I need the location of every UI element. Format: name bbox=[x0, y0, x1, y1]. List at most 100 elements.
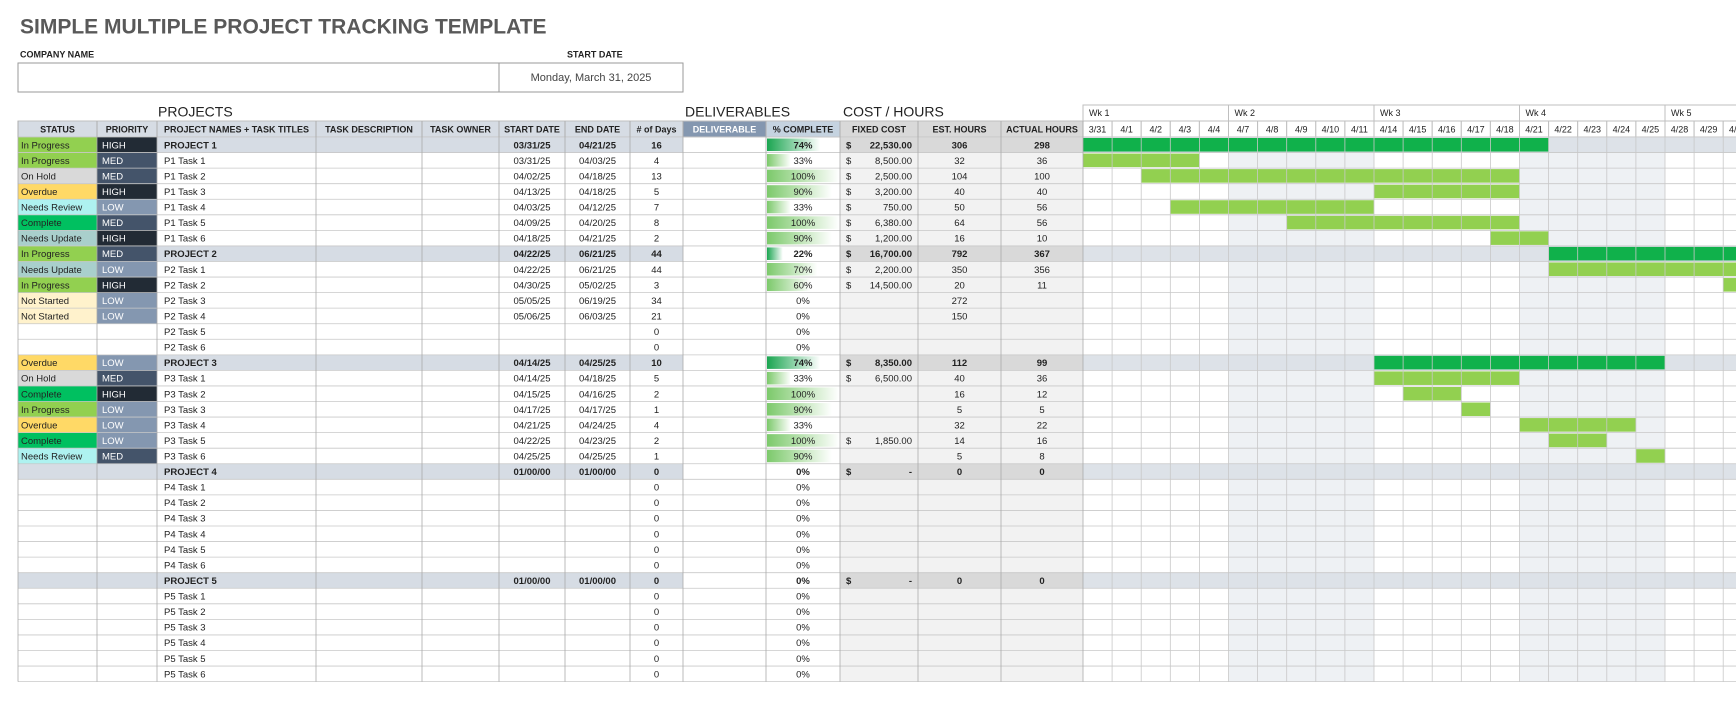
priority: LOW bbox=[102, 405, 124, 416]
gantt-bar bbox=[1635, 449, 1665, 463]
status: In Progress bbox=[21, 140, 70, 151]
days: 0 bbox=[654, 607, 659, 618]
fixed-cost: 6,380.00 bbox=[875, 218, 912, 229]
cost-area bbox=[840, 137, 1083, 682]
actual-hours: 100 bbox=[1034, 171, 1050, 182]
status-cell bbox=[18, 385, 97, 402]
complete: 0% bbox=[796, 343, 810, 354]
end-date: 04/20/25 bbox=[579, 218, 616, 229]
end-date: 06/19/25 bbox=[579, 296, 616, 307]
days: 1 bbox=[654, 451, 659, 462]
task-name: P3 Task 1 bbox=[164, 374, 206, 385]
priority-cell bbox=[97, 245, 157, 262]
column-header: END DATE bbox=[575, 124, 620, 134]
complete: 0% bbox=[796, 638, 810, 649]
est-hours: 350 bbox=[952, 265, 968, 276]
priority: MED bbox=[102, 249, 123, 260]
task-name: PROJECT 3 bbox=[164, 358, 217, 369]
currency: $ bbox=[846, 218, 852, 229]
est-hours: 112 bbox=[952, 358, 967, 369]
est-hours: 50 bbox=[954, 203, 965, 214]
days: 7 bbox=[654, 203, 659, 214]
currency: $ bbox=[846, 203, 852, 214]
start-date: 05/06/25 bbox=[514, 311, 551, 322]
complete-bar bbox=[767, 418, 791, 432]
est-hours: 5 bbox=[957, 405, 962, 416]
day-label: 4/10 bbox=[1322, 124, 1340, 134]
priority: HIGH bbox=[102, 234, 126, 245]
complete: 100% bbox=[791, 218, 816, 229]
start-date: 04/14/25 bbox=[514, 374, 551, 385]
priority: HIGH bbox=[102, 140, 126, 151]
complete-bar bbox=[767, 387, 839, 401]
status-cell bbox=[18, 230, 97, 246]
days: 21 bbox=[651, 311, 662, 322]
task-name: P2 Task 4 bbox=[164, 311, 206, 322]
complete: 0% bbox=[796, 545, 810, 556]
status: Overdue bbox=[21, 420, 57, 431]
status-cell bbox=[18, 448, 97, 464]
week-label: Wk 2 bbox=[1235, 108, 1256, 118]
days: 0 bbox=[654, 560, 659, 571]
est-hours: 32 bbox=[954, 156, 965, 167]
currency: $ bbox=[846, 156, 852, 167]
priority-cell bbox=[97, 261, 157, 278]
status: Needs Update bbox=[21, 265, 82, 276]
priority: LOW bbox=[102, 420, 124, 431]
task-name: P5 Task 1 bbox=[164, 592, 206, 603]
est-hours: 16 bbox=[954, 389, 965, 400]
complete-bar bbox=[767, 138, 821, 152]
currency: $ bbox=[846, 374, 852, 385]
day-label: 4/4 bbox=[1208, 124, 1221, 134]
end-date: 04/25/25 bbox=[579, 358, 617, 369]
currency: $ bbox=[846, 280, 852, 291]
gantt-column bbox=[1577, 137, 1607, 682]
section-label: COST / HOURS bbox=[843, 104, 944, 120]
end-date: 04/03/25 bbox=[579, 156, 616, 167]
complete: 0% bbox=[796, 514, 810, 525]
status-cell bbox=[18, 354, 97, 371]
priority: MED bbox=[102, 171, 123, 182]
fixed-cost: 8,500.00 bbox=[875, 156, 912, 167]
day-label: 4/14 bbox=[1380, 124, 1398, 134]
day-label: 4/8 bbox=[1266, 124, 1279, 134]
start-date: 04/30/25 bbox=[514, 280, 551, 291]
day-label: 4/24 bbox=[1613, 124, 1631, 134]
complete: 90% bbox=[793, 234, 813, 245]
day-label: 4/1 bbox=[1120, 124, 1133, 134]
priority-cell bbox=[97, 417, 157, 433]
currency: $ bbox=[846, 234, 852, 245]
currency: $ bbox=[846, 576, 852, 587]
status: On Hold bbox=[21, 374, 56, 385]
fixed-cost: - bbox=[909, 576, 912, 587]
task-name: P1 Task 5 bbox=[164, 218, 206, 229]
priority: LOW bbox=[102, 265, 124, 276]
priority: LOW bbox=[102, 296, 124, 307]
company-box[interactable] bbox=[17, 62, 500, 93]
days: 4 bbox=[654, 156, 659, 167]
day-label: 4/9 bbox=[1295, 124, 1308, 134]
task-name: P3 Task 6 bbox=[164, 451, 206, 462]
priority-cell bbox=[97, 401, 157, 418]
start-date: 03/31/25 bbox=[514, 140, 552, 151]
status-cell bbox=[18, 199, 97, 215]
priority: MED bbox=[102, 218, 123, 229]
complete: 0% bbox=[796, 327, 810, 338]
gantt-column bbox=[1170, 137, 1200, 682]
start-date: 04/18/25 bbox=[514, 234, 551, 245]
column-header: DELIVERABLE bbox=[693, 124, 757, 134]
days: 16 bbox=[651, 140, 662, 151]
currency: $ bbox=[846, 187, 852, 198]
end-date: 04/18/25 bbox=[579, 187, 616, 198]
date-box[interactable] bbox=[498, 62, 684, 93]
gantt-column bbox=[1723, 137, 1736, 682]
status: Needs Update bbox=[21, 234, 82, 245]
day-label: 4/29 bbox=[1700, 124, 1718, 134]
day-label: 4/25 bbox=[1642, 124, 1660, 134]
complete-bar bbox=[767, 231, 832, 245]
fixed-cost: 14,500.00 bbox=[870, 280, 912, 291]
status: In Progress bbox=[21, 405, 70, 416]
complete: 100% bbox=[791, 171, 816, 182]
est-hours: 16 bbox=[954, 234, 965, 245]
task-name: P4 Task 6 bbox=[164, 560, 206, 571]
